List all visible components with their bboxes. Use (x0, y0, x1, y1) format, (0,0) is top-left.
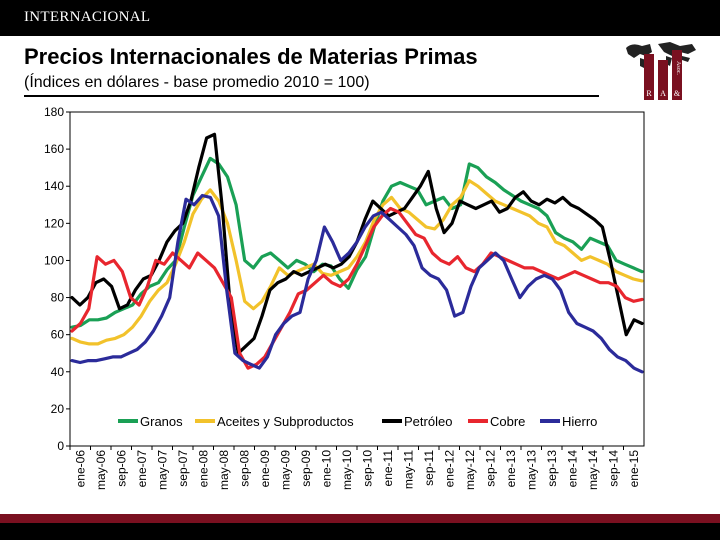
y-tick-label: 140 (44, 179, 64, 193)
x-tick-label: sep-09 (299, 450, 313, 487)
legend-label-2: Aceites y Subproductos (217, 414, 354, 429)
x-tick-label: sep-06 (114, 450, 128, 487)
x-tick-label: sep-13 (545, 450, 559, 487)
commodity-price-chart: 0 20 40 60 80 100 120 140 160 180 ene-06 may-06 sep-… (44, 105, 645, 490)
x-tick-label: sep-07 (176, 450, 190, 487)
footer-bar (0, 514, 720, 540)
y-tick-label: 100 (44, 253, 64, 267)
x-tick-label: may-06 (94, 450, 108, 490)
logo-bar-3 (672, 50, 682, 100)
logo-letter-r: R (646, 89, 652, 98)
logo-bar-1 (644, 54, 654, 100)
x-tick-label: may-09 (278, 450, 292, 490)
logo-letter-a: A (660, 89, 666, 98)
x-tick-label: ene-15 (627, 450, 641, 488)
x-tick-label: may-14 (586, 450, 600, 490)
x-tick-label: may-10 (340, 450, 354, 490)
title-divider (24, 95, 599, 97)
world-map-logo-icon: R A & Asoc. (626, 42, 696, 100)
x-tick-label: ene-14 (565, 450, 579, 488)
x-tick-label: sep-14 (606, 450, 620, 487)
x-tick-label: ene-09 (258, 450, 272, 488)
y-tick-label: 180 (44, 105, 64, 119)
legend-label-1: Granos (140, 414, 183, 429)
footer-stripe (0, 514, 720, 523)
y-tick-label: 60 (51, 328, 65, 342)
x-tick-label: ene-12 (442, 450, 456, 488)
x-tick-label: ene-08 (196, 450, 210, 488)
legend-label-3: Petróleo (404, 414, 452, 429)
x-tick-label: ene-11 (381, 450, 395, 487)
section-label: INTERNACIONAL (24, 9, 151, 25)
x-tick-label: sep-11 (422, 450, 436, 486)
y-tick-label: 20 (51, 402, 65, 416)
y-tick-label: 80 (51, 291, 65, 305)
logo-ampersand: & (674, 89, 681, 98)
x-tick-label: may-13 (524, 450, 538, 490)
series-line-2 (70, 179, 644, 346)
x-tick-label: may-07 (155, 450, 169, 490)
section-header-bar: INTERNACIONAL (0, 0, 720, 36)
y-tick-label: 160 (44, 142, 64, 156)
logo-bar-2 (658, 60, 668, 100)
x-tick-label: ene-07 (135, 450, 149, 488)
x-tick-label: sep-10 (360, 450, 374, 487)
chart-subtitle: (Índices en dólares - base promedio 2010… (24, 74, 370, 91)
x-tick-label: may-11 (401, 450, 415, 489)
logo-asoc: Asoc. (675, 61, 681, 75)
x-tick-label: sep-12 (483, 450, 497, 487)
x-tick-label: ene-10 (319, 450, 333, 488)
y-tick-label: 120 (44, 216, 64, 230)
series-line-1 (70, 156, 644, 329)
x-tick-label: sep-08 (237, 450, 251, 487)
legend-label-5: Hierro (562, 414, 597, 429)
x-tick-label: may-08 (217, 450, 231, 490)
y-tick-label: 40 (51, 365, 65, 379)
series-line-5 (70, 193, 644, 374)
legend-label-4: Cobre (490, 414, 525, 429)
chart-title: Precios Internacionales de Materias Prim… (24, 44, 478, 69)
series-line-4 (70, 206, 644, 370)
x-tick-label: may-12 (463, 450, 477, 490)
x-tick-label: ene-06 (73, 450, 87, 488)
y-tick-label: 0 (57, 439, 64, 453)
x-tick-label: ene-13 (504, 450, 518, 488)
